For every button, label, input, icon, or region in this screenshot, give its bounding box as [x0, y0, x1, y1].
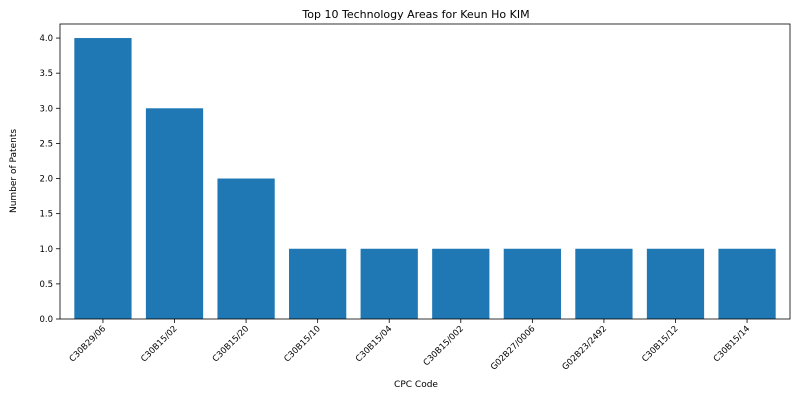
bar-C30B15/02 — [146, 108, 203, 319]
y-tick-label: 1.5 — [39, 210, 53, 220]
bar-C30B15/14 — [718, 249, 775, 319]
bars-group — [74, 38, 775, 319]
y-tick-label: 0.5 — [39, 280, 53, 290]
bar-C30B15/12 — [647, 249, 704, 319]
x-tick-label: C30B15/14 — [712, 324, 752, 364]
y-tick-label: 3.0 — [39, 104, 53, 114]
x-tick-label: C30B15/12 — [640, 324, 680, 364]
x-tick-label: C30B15/02 — [139, 324, 179, 364]
chart-title: Top 10 Technology Areas for Keun Ho KIM — [301, 8, 529, 21]
y-tick-label: 2.0 — [39, 175, 53, 185]
x-tick-label: C30B15/20 — [211, 324, 251, 364]
bar-C30B15/10 — [289, 249, 346, 319]
y-tick-label: 0.0 — [39, 315, 53, 325]
y-tick-label: 4.0 — [39, 34, 53, 44]
y-axis: 0.0 0.5 1.0 1.5 2.0 2.5 3.0 3.5 4.0 — [39, 34, 60, 325]
bar-G02B23/2492 — [575, 249, 632, 319]
x-tick-label: C30B15/002 — [422, 324, 466, 368]
y-tick-label: 1.0 — [39, 245, 53, 255]
x-tick-label: C30B15/04 — [354, 324, 394, 364]
bar-C30B29/06 — [74, 38, 131, 319]
x-tick-label: C30B15/10 — [282, 324, 322, 364]
bar-C30B15/20 — [217, 179, 274, 319]
y-tick-label: 3.5 — [39, 69, 53, 79]
bar-C30B15/002 — [432, 249, 489, 319]
x-tick-label: G02B27/0006 — [489, 324, 537, 372]
bar-C30B15/04 — [361, 249, 418, 319]
y-axis-label: Number of Patents — [9, 129, 19, 213]
x-tick-label: C30B29/06 — [68, 324, 108, 364]
x-tick-label: G02B23/2492 — [561, 324, 609, 372]
bar-G02B27/0006 — [504, 249, 561, 319]
y-tick-label: 2.5 — [39, 139, 53, 149]
x-axis: C30B29/06 C30B15/02 C30B15/20 C30B15/10 C30B… — [68, 319, 752, 373]
x-axis-label: CPC Code — [394, 380, 438, 390]
